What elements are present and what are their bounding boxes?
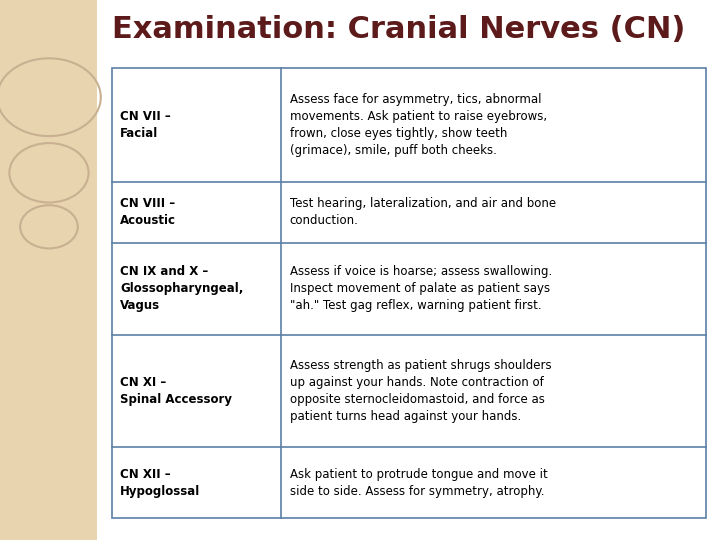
- Bar: [0, 0, 97, 540]
- Text: CN VII –
Facial: CN VII – Facial: [120, 110, 171, 139]
- Text: Assess if voice is hoarse; assess swallowing.
Inspect movement of palate as pati: Assess if voice is hoarse; assess swallo…: [289, 266, 552, 313]
- Text: CN IX and X –
Glossopharyngeal,
Vagus: CN IX and X – Glossopharyngeal, Vagus: [120, 266, 243, 313]
- Text: CN XII –
Hypoglossal: CN XII – Hypoglossal: [120, 468, 200, 497]
- Text: CN VIII –
Acoustic: CN VIII – Acoustic: [120, 197, 176, 227]
- Text: Assess face for asymmetry, tics, abnormal
movements. Ask patient to raise eyebro: Assess face for asymmetry, tics, abnorma…: [289, 92, 546, 157]
- Text: Examination: Cranial Nerves (CN): Examination: Cranial Nerves (CN): [112, 15, 685, 44]
- Bar: [112, 68, 706, 518]
- Text: Assess strength as patient shrugs shoulders
up against your hands. Note contract: Assess strength as patient shrugs should…: [289, 359, 551, 423]
- Text: Ask patient to protrude tongue and move it
side to side. Assess for symmetry, at: Ask patient to protrude tongue and move …: [289, 468, 547, 497]
- Text: Test hearing, lateralization, and air and bone
conduction.: Test hearing, lateralization, and air an…: [289, 197, 556, 227]
- Text: CN XI –
Spinal Accessory: CN XI – Spinal Accessory: [120, 376, 233, 406]
